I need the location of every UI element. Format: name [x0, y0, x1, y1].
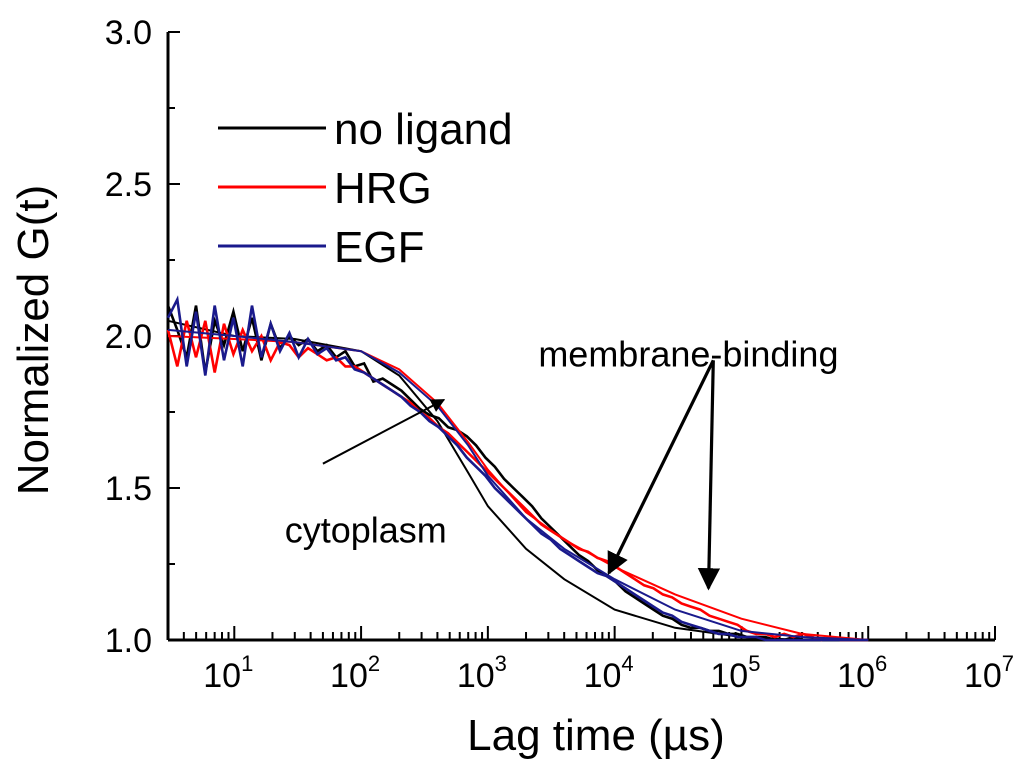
series-lines [166, 295, 869, 642]
series-fit-EGF [167, 328, 869, 641]
annotation-arrow [697, 360, 721, 591]
x-tick-label: 102 [330, 651, 380, 695]
annotation-arrow [607, 359, 715, 576]
y-tick-labels: 1.0 1.5 2.0 2.5 3.0 [105, 14, 152, 660]
x-tick-label: 101 [203, 651, 253, 695]
annotation-arrow [322, 398, 446, 465]
x-tick-label: 103 [457, 651, 507, 695]
series-fit-HRG [167, 335, 869, 641]
series-line-EGF [166, 295, 869, 642]
y-tick-label: 3.0 [105, 14, 152, 52]
annotation-membrane-binding: membrane-binding [538, 333, 838, 374]
y-tick-label: 1.0 [105, 622, 152, 660]
x-tick-label: 107 [964, 651, 1014, 695]
y-tick-label: 2.0 [105, 318, 152, 356]
y-tick-label: 2.5 [105, 166, 152, 204]
y-tick-label: 1.5 [105, 470, 152, 508]
x-axis-title: Lag time (µs) [467, 711, 725, 760]
annotations: cytoplasm membrane-binding [285, 333, 838, 591]
legend-label: HRG [334, 164, 432, 213]
legend: no ligand HRG EGF [218, 105, 513, 272]
x-tick-label: 105 [710, 651, 760, 695]
x-tick-label: 106 [837, 651, 887, 695]
x-tick-labels: 101 102 103 104 105 106 107 [203, 651, 1014, 695]
x-ticks [167, 626, 996, 640]
legend-label: EGF [334, 223, 424, 272]
legend-label: no ligand [334, 105, 513, 154]
y-axis-title: Normalized G(t) [9, 185, 58, 496]
annotation-cytoplasm: cytoplasm [285, 510, 447, 551]
x-tick-label: 104 [584, 651, 634, 695]
y-ticks [168, 31, 180, 641]
